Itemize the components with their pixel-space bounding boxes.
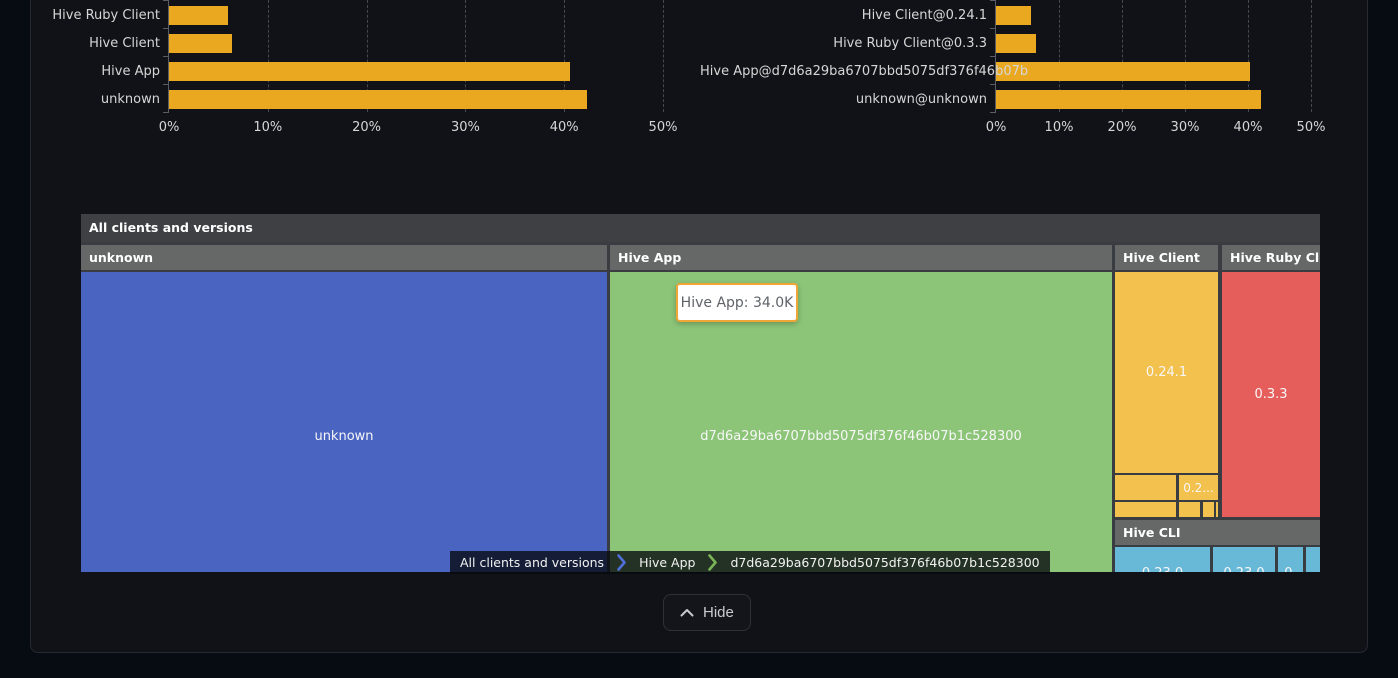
x-tick-label: 10% [1044,120,1074,135]
bar-hive-client[interactable] [169,34,233,53]
category-label: Hive Client [89,36,160,51]
treemap-header-hive-app[interactable]: Hive App [610,245,1112,270]
x-tick-label: 0% [985,120,1007,135]
breadcrumb-item-hive-app[interactable]: Hive App [629,551,706,574]
treemap-section-hive-ruby-client: Hive Ruby Cl... 0.3.3 [1222,245,1320,517]
gridline [1185,0,1186,112]
treemap-header-unknown[interactable]: unknown [81,245,607,270]
chevron-up-icon [680,608,694,617]
treemap-cell-hive-ruby-0-3-3[interactable]: 0.3.3 [1222,272,1320,517]
chevron-right-icon [614,551,630,574]
treemap-cell-hive-cli-0[interactable]: 0. [1278,547,1303,572]
treemap-cell-hive-client-minor-5[interactable] [1216,502,1218,517]
treemap-cell-hive-cli-0-23-0-a[interactable]: 0.23.0 [1115,547,1210,572]
treemap-header-hive-ruby-client[interactable]: Hive Ruby Cl... [1222,245,1320,270]
category-label: Hive App@d7d6a29ba6707bbd5075df376f46b07… [700,64,1029,79]
chevron-right-icon [705,551,721,574]
category-label: Hive Ruby Client@0.3.3 [833,36,987,51]
gridline [1311,0,1312,112]
tooltip: Hive App: 34.0K [676,283,798,322]
axis-tick [163,112,169,113]
x-tick-label: 40% [1233,120,1263,135]
breadcrumb-item-root[interactable]: All clients and versions [450,551,615,574]
treemap-header-hive-client[interactable]: Hive Client [1115,245,1218,270]
bar-chart-versions: 0% 10% 20% 30% 40% 50% Hive Client@0.24.1 Hive… [700,0,1398,140]
treemap-cell-hive-client-0-2[interactable]: 0.2... [1179,475,1218,500]
gridline [465,0,467,112]
treemap-root-header[interactable]: All clients and versions [81,214,1320,242]
axis-tick [163,0,169,1]
axis-tick [990,28,996,29]
bar-hive-app-d7d6a29ba6707bbd5075df376f46b07b[interactable] [996,62,1250,81]
tooltip-text: Hive App: 34.0K [680,294,794,311]
treemap-section-unknown: unknown unknown [81,245,607,572]
bar-hive-client-0-24-1[interactable] [996,6,1032,25]
treemap-header-hive-cli[interactable]: Hive CLI [1115,520,1320,545]
treemap-cell-hive-cli-0-23-0-b[interactable]: 0.23.0 [1213,547,1275,572]
axis-tick [163,56,169,57]
x-tick-label: 30% [450,120,480,135]
category-label: Hive Ruby Client [52,8,160,23]
treemap-cell-unknown[interactable]: unknown [81,272,607,572]
treemap-cell-hive-client-minor-1[interactable] [1115,475,1176,500]
x-tick-label: 10% [253,120,283,135]
treemap-cell-hive-client-minor-3[interactable] [1179,502,1200,517]
hide-button[interactable]: Hide [663,594,751,631]
x-tick-label: 50% [1296,120,1326,135]
plot-area-clients: 0% 10% 20% 30% 40% 50% [159,0,677,135]
breadcrumb-item-version-hash[interactable]: d7d6a29ba6707bbd5075df376f46b07b1c528300 [720,551,1050,574]
treemap-cell-hive-client-0-24-1[interactable]: 0.24.1 [1115,272,1218,473]
gridline [267,0,269,112]
breadcrumb: All clients and versions Hive App d7d6a2… [450,551,1050,574]
gridline [366,0,368,112]
bar-hive-app[interactable] [169,62,571,81]
axis-tick [990,112,996,113]
bar-chart-clients: 0% 10% 20% 30% 40% 50% Hive Ruby Client Hive C… [0,0,700,140]
treemap-section-hive-app: Hive App d7d6a29ba6707bbd5075df376f46b07… [610,245,1112,572]
axis-tick [163,84,169,85]
bar-unknown[interactable] [169,90,587,109]
treemap-cell-hive-client-minor-2[interactable] [1115,502,1176,517]
treemap-section-hive-cli: Hive CLI 0.23.0 0.23.0 0. [1115,520,1320,572]
bar-hive-ruby-client[interactable] [169,6,229,25]
gridline [1059,0,1060,112]
gridline [663,0,664,112]
axis-tick [990,56,996,57]
x-tick-label: 30% [1170,120,1200,135]
axis-tick [990,84,996,85]
x-tick-label: 0% [158,120,180,135]
gridline [564,0,566,112]
treemap-cell-hive-app-version[interactable]: d7d6a29ba6707bbd5075df376f46b07b1c528300 [610,272,1112,572]
x-tick-label: 50% [648,120,678,135]
axis-tick [163,28,169,29]
treemap-cell-hive-cli-minor[interactable] [1306,547,1320,572]
x-tick-label: 20% [352,120,382,135]
category-label: Hive Client@0.24.1 [861,8,987,23]
treemap-all-clients-and-versions: All clients and versions unknown unknown… [81,214,1320,572]
gridline [1122,0,1123,112]
gridline [1248,0,1249,112]
bar-hive-ruby-client-0-3-3[interactable] [996,34,1036,53]
hide-button-label: Hide [703,604,734,621]
plot-area-versions: 0% 10% 20% 30% 40% 50% [986,0,1325,135]
category-label: unknown [100,92,160,107]
treemap-section-hive-client: Hive Client 0.24.1 0.2... [1115,245,1218,517]
category-label: Hive App [101,64,160,79]
x-tick-label: 40% [549,120,579,135]
x-tick-label: 20% [1107,120,1137,135]
bar-unknown-unknown[interactable] [996,90,1262,109]
axis-tick [990,0,996,1]
category-label: unknown@unknown [855,92,987,107]
treemap-cell-hive-client-minor-4[interactable] [1203,502,1214,517]
